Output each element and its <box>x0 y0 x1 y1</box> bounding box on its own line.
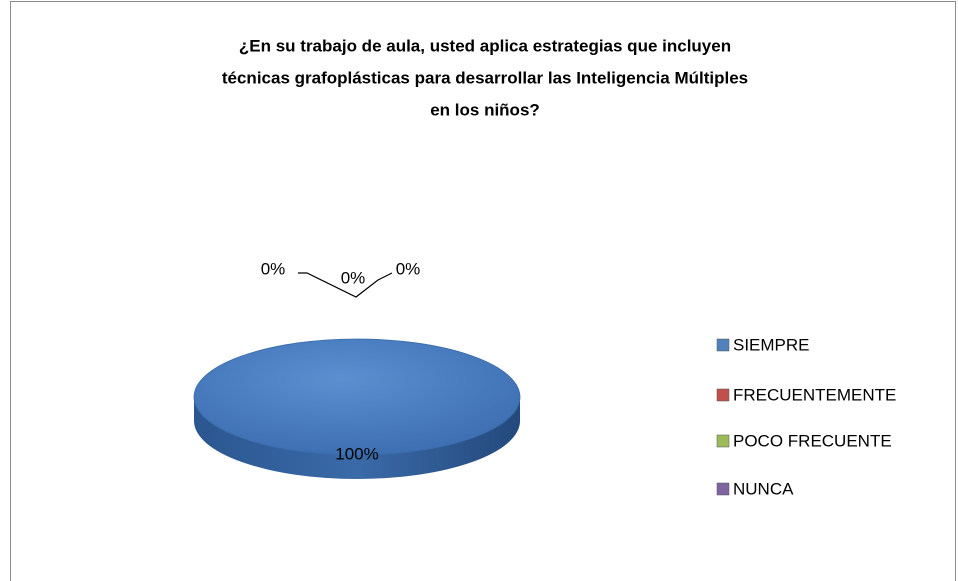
chart-title: ¿En su trabajo de aula, usted aplica est… <box>239 36 731 55</box>
legend-swatch <box>716 434 730 448</box>
data-label: 0% <box>396 259 421 278</box>
chart-frame <box>10 1 956 581</box>
data-label: 0% <box>341 268 366 287</box>
pie-slice <box>193 338 521 456</box>
chart-title: técnicas grafoplásticas para desarrollar… <box>222 68 748 87</box>
legend-label: SIEMPRE <box>733 335 810 354</box>
legend-label: POCO FRECUENTE <box>733 431 892 450</box>
legend-label: FRECUENTEMENTE <box>733 385 896 404</box>
legend-swatch <box>716 388 730 402</box>
legend-swatch <box>716 482 730 496</box>
leader-line <box>298 272 393 298</box>
legend-swatch <box>716 338 730 352</box>
legend-label: NUNCA <box>733 479 794 498</box>
pie-side <box>194 397 520 479</box>
data-label: 100% <box>335 444 378 463</box>
chart-title: en los niños? <box>430 100 540 119</box>
data-label: 0% <box>261 259 286 278</box>
